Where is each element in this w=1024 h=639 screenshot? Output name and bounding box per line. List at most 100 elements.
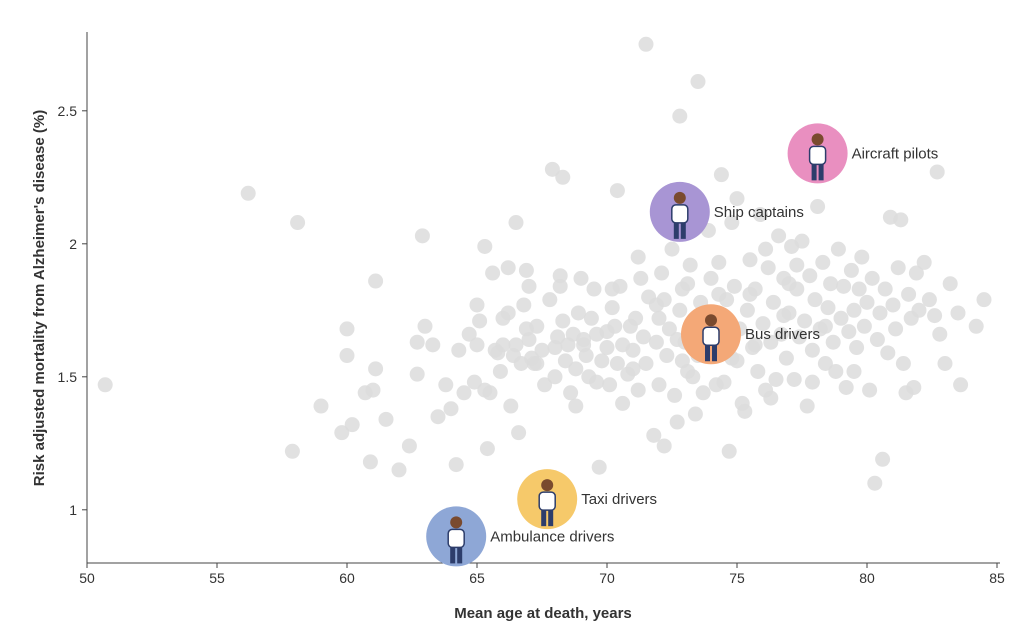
data-point <box>563 385 579 401</box>
y-tick-label: 1 <box>69 502 77 518</box>
x-tick-label: 80 <box>859 570 875 586</box>
highlight-label: Ship captains <box>714 204 804 221</box>
data-point <box>789 257 805 273</box>
highlight-bus-drivers: Bus drivers <box>681 304 820 365</box>
data-point <box>659 348 675 364</box>
data-point <box>817 318 833 334</box>
data-point <box>334 425 350 441</box>
data-point <box>752 207 768 223</box>
data-point <box>929 164 945 180</box>
data-point <box>799 398 815 414</box>
data-point <box>609 183 625 199</box>
x-tick-label: 50 <box>79 570 95 586</box>
data-point <box>651 377 667 393</box>
data-point <box>654 265 670 281</box>
data-point <box>339 321 355 337</box>
data-point <box>859 294 875 310</box>
data-point <box>768 371 784 387</box>
highlight-ambulance-drivers: Ambulance drivers <box>426 506 614 567</box>
x-axis-ticks: 50 55 60 65 70 75 80 85 <box>79 563 1005 586</box>
data-point <box>518 262 534 278</box>
data-point <box>503 398 519 414</box>
data-point <box>537 377 553 393</box>
data-point <box>771 228 787 244</box>
data-point <box>430 409 446 425</box>
data-point <box>573 270 589 286</box>
data-point <box>932 326 948 342</box>
data-point <box>843 262 859 278</box>
data-point <box>589 374 605 390</box>
data-point <box>921 292 937 308</box>
data-point <box>880 345 896 361</box>
data-point <box>836 278 852 294</box>
data-point <box>672 302 688 318</box>
data-point <box>511 425 527 441</box>
data-point <box>908 265 924 281</box>
data-point <box>711 254 727 270</box>
data-point <box>778 350 794 366</box>
data-point <box>401 438 417 454</box>
data-point <box>669 332 685 348</box>
data-point <box>875 451 891 467</box>
data-point <box>737 403 753 419</box>
data-point <box>628 310 644 326</box>
data-point <box>864 270 880 286</box>
data-point <box>976 292 992 308</box>
data-point <box>760 260 776 276</box>
highlight-label: Bus drivers <box>745 326 820 343</box>
data-point <box>823 276 839 292</box>
data-point <box>391 462 407 478</box>
highlight-ship-captains: Ship captains <box>649 181 804 242</box>
data-point <box>648 334 664 350</box>
data-point <box>500 260 516 276</box>
data-point <box>672 108 688 124</box>
data-point <box>729 191 745 207</box>
data-point <box>877 281 893 297</box>
ship-captain-icon <box>671 191 689 239</box>
data-point <box>417 318 433 334</box>
data-point <box>604 281 620 297</box>
data-point <box>739 302 755 318</box>
data-point <box>368 273 384 289</box>
data-point <box>786 371 802 387</box>
data-point <box>703 270 719 286</box>
data-point <box>368 361 384 377</box>
data-point <box>409 366 425 382</box>
data-point <box>448 457 464 473</box>
data-point <box>729 353 745 369</box>
data-point <box>594 353 610 369</box>
data-point <box>690 74 706 90</box>
data-point <box>646 427 662 443</box>
data-point <box>362 454 378 470</box>
data-point <box>862 382 878 398</box>
data-point <box>625 361 641 377</box>
data-point <box>409 334 425 350</box>
data-point <box>664 241 680 257</box>
data-point <box>867 475 883 491</box>
data-point <box>846 363 862 379</box>
data-point <box>633 270 649 286</box>
y-axis-title: Risk adjusted mortality from Alzheimer's… <box>31 110 48 486</box>
x-tick-label: 65 <box>469 570 485 586</box>
data-point <box>555 313 571 329</box>
data-point <box>856 318 872 334</box>
data-point <box>534 342 550 358</box>
data-point <box>968 318 984 334</box>
data-point <box>438 377 454 393</box>
data-point <box>742 252 758 268</box>
data-point <box>869 332 885 348</box>
data-point <box>713 167 729 183</box>
data-point <box>916 254 932 270</box>
data-point <box>542 292 558 308</box>
data-point <box>682 257 698 273</box>
pilot-icon <box>808 133 827 181</box>
data-point <box>687 406 703 422</box>
data-point <box>758 241 774 257</box>
data-point <box>576 337 592 353</box>
data-point <box>547 369 563 385</box>
data-point <box>838 379 854 395</box>
data-point <box>849 340 865 356</box>
data-point <box>482 385 498 401</box>
data-point <box>615 395 631 411</box>
